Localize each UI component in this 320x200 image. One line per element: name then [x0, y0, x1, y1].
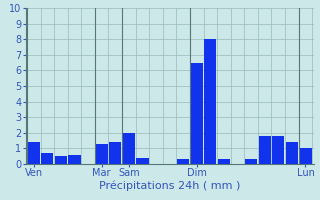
Bar — [96, 144, 108, 164]
Bar — [245, 159, 257, 164]
Bar — [55, 156, 67, 164]
Bar — [123, 133, 135, 164]
Bar — [109, 142, 121, 164]
Bar — [28, 142, 40, 164]
Bar — [136, 158, 148, 164]
Bar — [204, 39, 216, 164]
Bar — [68, 155, 81, 164]
X-axis label: Précipitations 24h ( mm ): Précipitations 24h ( mm ) — [99, 181, 240, 191]
Bar — [259, 136, 271, 164]
Bar — [218, 159, 230, 164]
Bar — [177, 159, 189, 164]
Bar — [41, 153, 53, 164]
Bar — [272, 136, 284, 164]
Bar — [191, 63, 203, 164]
Bar — [299, 148, 312, 164]
Bar — [286, 142, 298, 164]
